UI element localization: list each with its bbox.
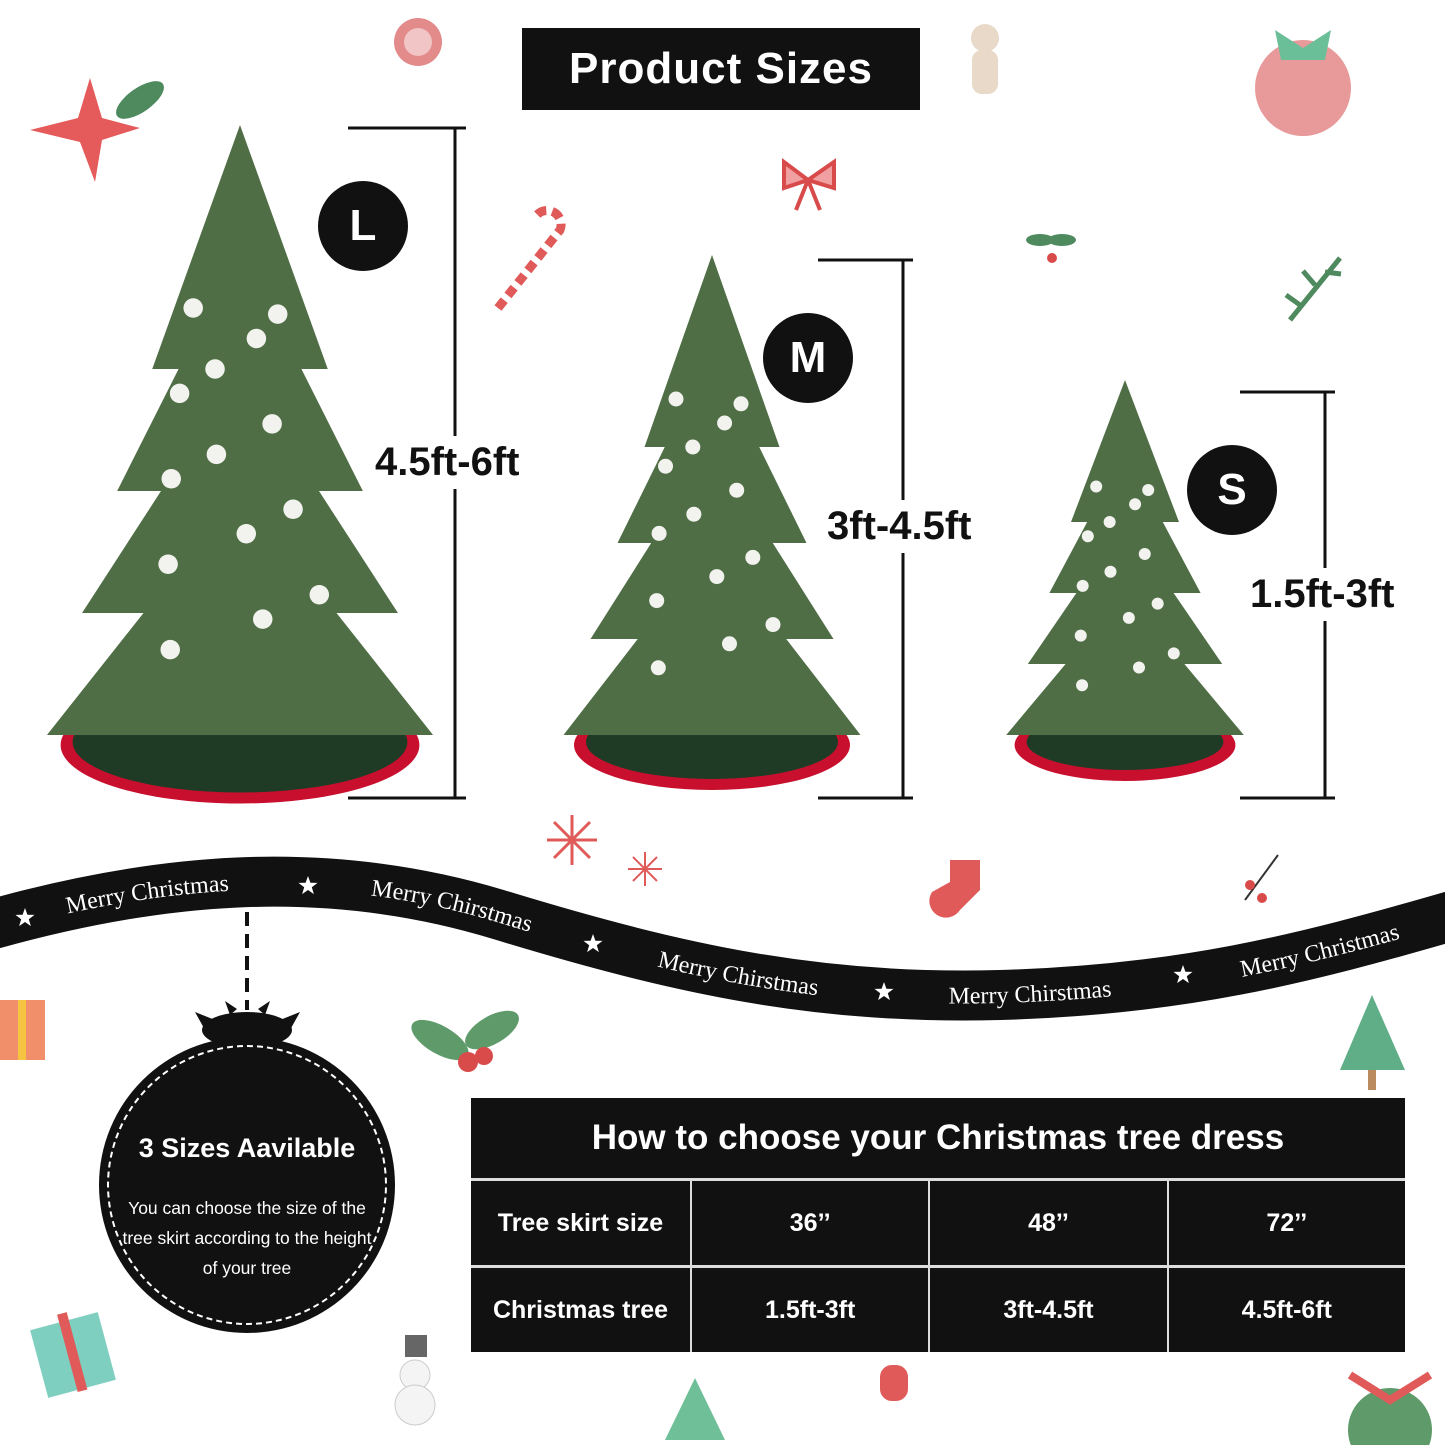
star-icon [874, 982, 894, 1001]
row-label: Christmas tree [492, 1295, 669, 1324]
table-cell: 72’’ [1166, 1181, 1405, 1265]
ornament-ball [161, 469, 181, 489]
ornament-ball [1074, 629, 1087, 642]
ornament-ball [685, 439, 701, 455]
table-cell: 1.5ft-3ft [690, 1268, 928, 1352]
small-tree-icon [1340, 995, 1405, 1090]
ornament-ball [1103, 516, 1116, 528]
sizes-ornament: 3 Sizes Aavilable You can choose the siz… [99, 1037, 395, 1333]
height-label-s: 1.5ft-3ft [1250, 568, 1395, 621]
ornament-ball [765, 617, 781, 633]
size-badge-l: L [318, 181, 408, 271]
star-icon [1173, 965, 1193, 984]
ornament-ball [1151, 597, 1164, 610]
ornament-ball [1076, 579, 1089, 592]
ornament-ball [1081, 530, 1094, 543]
ornament-ball [1129, 498, 1142, 511]
ornament-ball [649, 593, 665, 609]
ornament-ball [252, 609, 273, 629]
ornament-ball [183, 298, 203, 318]
size-table: How to choose your Christmas tree dress … [471, 1098, 1405, 1352]
poinsettia-icon [30, 78, 164, 182]
table-title: How to choose your Christmas tree dress [471, 1098, 1405, 1181]
tree-foliage [563, 543, 861, 735]
tree-foliage [82, 369, 398, 613]
holly-icon [1026, 234, 1076, 263]
small-tree-icon [665, 1378, 725, 1440]
ornament-ball [309, 584, 330, 605]
star-icon [298, 876, 318, 895]
tree-medium [563, 255, 861, 790]
gift-bauble-icon [1255, 30, 1351, 136]
snowflake-icon [628, 852, 662, 886]
tree-small [1006, 380, 1244, 781]
ornament-ball [717, 415, 733, 431]
ornament-ball [246, 328, 267, 349]
page-title: Product Sizes [522, 28, 920, 110]
candy-cane-icon [494, 206, 566, 311]
gingerbread-icon [971, 24, 999, 94]
ornament-ball [1138, 547, 1151, 560]
ornament-ball [1142, 484, 1155, 497]
holly-icon [411, 1010, 519, 1072]
snowman-icon [394, 1335, 436, 1426]
row-label: Tree skirt size [497, 1208, 664, 1237]
ornament-ball [1076, 679, 1089, 692]
ornament-ball [262, 414, 282, 434]
bauble-icon [394, 18, 442, 66]
ornament-ball [267, 304, 288, 324]
ornament-ball [1090, 480, 1103, 493]
ornament-ball [1167, 647, 1180, 660]
stocking-icon [929, 860, 980, 918]
ornament-ball [745, 549, 761, 565]
ornament-ball [160, 639, 180, 660]
snowflake-icon [547, 815, 597, 865]
ornament-ball [205, 359, 225, 379]
table-cell: 36’’ [690, 1181, 928, 1265]
tree-foliage [1006, 593, 1244, 735]
gift-icon [0, 1000, 45, 1060]
bow-icon [782, 158, 836, 211]
ornament-ball [668, 391, 684, 407]
ornament-heading: 3 Sizes Aavilable [138, 1133, 356, 1163]
table-row: Christmas tree 1.5ft-3ft 3ft-4.5ft 4.5ft… [471, 1265, 1405, 1352]
ornament-ball [1132, 661, 1145, 674]
ornament-ball [158, 554, 178, 574]
ornament-ball [206, 444, 227, 465]
ornament-ball [283, 499, 303, 520]
ribbon-stars [15, 876, 1193, 1001]
height-label-l: 4.5ft-6ft [375, 436, 520, 489]
berries-icon [1244, 854, 1279, 901]
table-cell: 3ft-4.5ft [928, 1268, 1166, 1352]
branch-icon [1284, 256, 1342, 322]
table-cell: 4.5ft-6ft [1166, 1268, 1405, 1352]
ornament-ball [733, 396, 749, 412]
ornament-ball [1122, 611, 1135, 624]
ornament-text: You can choose the size of the tree skir… [122, 1198, 372, 1278]
ribbon [0, 856, 1445, 1021]
ornament-ball [651, 525, 667, 541]
ornament-ball [709, 569, 725, 585]
table-cell: 48’’ [928, 1181, 1166, 1265]
mitten-icon [880, 1365, 908, 1401]
star-icon [583, 934, 603, 953]
size-badge-m: M [763, 313, 853, 403]
ornament-ball [169, 383, 190, 404]
table-row: Tree skirt size 36’’ 48’’ 72’’ [471, 1181, 1405, 1265]
ornament-ball [650, 660, 666, 676]
gift-icon [30, 1312, 116, 1398]
ornament-ball [729, 482, 745, 498]
tree-foliage [46, 491, 434, 735]
ornament-ball [658, 458, 674, 474]
star-icon [15, 908, 35, 927]
height-label-m: 3ft-4.5ft [827, 500, 972, 553]
ornament-ball [721, 636, 737, 652]
tree-large [46, 125, 434, 804]
ornament-ball [1104, 565, 1117, 578]
gift-bauble-icon [1347, 1371, 1433, 1445]
ornament-ball [686, 506, 702, 522]
ornament-ball [236, 523, 257, 544]
size-badge-s: S [1187, 445, 1277, 535]
